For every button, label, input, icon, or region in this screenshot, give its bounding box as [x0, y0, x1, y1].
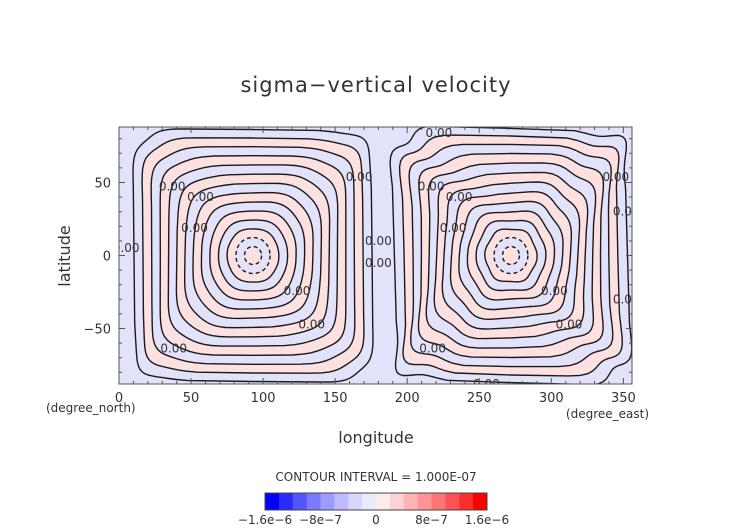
- colorbar-tick-label: 0: [372, 513, 380, 527]
- colorbar-swatch: [431, 493, 446, 510]
- x-tick-label: 50: [183, 391, 200, 406]
- x-axis-label: longitude: [338, 428, 413, 447]
- x-tick-label: 100: [251, 391, 276, 406]
- y-axis-label: latitude: [55, 225, 74, 286]
- plot-area: 0.000.000.000.000.000.000.000.000.000.00…: [113, 126, 640, 391]
- x-tick-label: 350: [611, 391, 636, 406]
- colorbar-swatch: [265, 493, 280, 510]
- colorbar-swatch: [362, 493, 377, 510]
- colorbar-tick-label: 8e−7: [415, 513, 448, 527]
- colorbar-swatch: [376, 493, 391, 510]
- contour-fills: [133, 127, 632, 384]
- contour-zero-label: 0.00: [446, 190, 473, 204]
- x-tick-label: 0: [115, 391, 123, 406]
- contour-zero-label: 0.00: [613, 292, 640, 306]
- colorbar-swatch: [403, 493, 418, 510]
- contour-zero-label: 0.00: [113, 241, 140, 255]
- contour-line: [209, 210, 297, 301]
- colorbar: −1.6e−6 −8e−7 0 8e−7 1.6e−6: [238, 492, 509, 527]
- contour-zero-label: 0.00: [418, 180, 445, 194]
- colorbar-swatch: [306, 493, 321, 510]
- contour-zero-label: 0.00: [426, 126, 453, 140]
- x-axis: 0 50 100 150 200 250 300 350: [115, 127, 636, 406]
- colorbar-swatch: [417, 493, 432, 510]
- contour-zero-label: 0.00: [298, 318, 325, 332]
- contour-zero-label: 0.00: [365, 256, 392, 270]
- contour-lines: [132, 127, 632, 384]
- contour-line: [466, 210, 556, 301]
- y-tick-label: 0: [103, 250, 111, 265]
- colorbar-frame: [264, 492, 488, 511]
- chart-title: sigma−vertical velocity: [240, 73, 511, 97]
- contour-line: [200, 201, 306, 310]
- contour-line: [167, 164, 339, 347]
- contour-line: [217, 219, 289, 292]
- contour-line: [417, 152, 605, 359]
- colorbar-tick-label: 1.6e−6: [465, 513, 509, 527]
- contour-zero-label: 0.00: [181, 221, 208, 235]
- x-tick-label: 150: [323, 391, 348, 406]
- colorbar-swatch: [320, 493, 335, 510]
- contour-line: [449, 190, 573, 321]
- colorbar-swatch: [292, 493, 307, 510]
- contour-line: [132, 128, 374, 383]
- y-axis: −50 0 50: [84, 138, 632, 373]
- contour-line: [389, 127, 632, 384]
- contour-zero-label: 0.00: [365, 234, 392, 248]
- contour-band: [502, 246, 520, 265]
- contour-line: [150, 145, 356, 366]
- contour-line: [226, 228, 280, 283]
- colorbar-swatch: [459, 493, 474, 510]
- x-tick-label: 300: [539, 391, 564, 406]
- colorbar-swatch: [348, 493, 363, 510]
- contour-line: [433, 171, 589, 340]
- y-unit-label: (degree_north): [46, 401, 136, 415]
- contour-zero-label: 0.00: [541, 284, 568, 298]
- contour-line: [184, 182, 323, 329]
- contour-interval-label: CONTOUR INTERVAL = 1.000E-07: [275, 470, 476, 484]
- contour-zero-label: 0.00: [346, 170, 373, 184]
- contour-line: [484, 228, 538, 283]
- contour-line: [408, 143, 614, 368]
- contour-line: [501, 245, 521, 266]
- contour-line: [159, 154, 347, 357]
- colorbar-tick-label: −1.6e−6: [238, 513, 292, 527]
- contour-labels: 0.000.000.000.000.000.000.000.000.000.00…: [113, 126, 640, 391]
- contour-line: [398, 134, 624, 377]
- y-tick-label: 50: [94, 176, 111, 191]
- contour-line: [441, 181, 581, 330]
- contour-line: [493, 236, 529, 275]
- contour-line: [458, 200, 564, 311]
- colorbar-swatch: [473, 493, 488, 510]
- contour-zero-label: 0.00: [160, 342, 187, 356]
- colorbar-swatch: [389, 493, 405, 510]
- contour-zero-label: 0.00: [613, 205, 640, 219]
- contour-zero-label: 0.00: [284, 284, 311, 298]
- contour-line: [243, 245, 263, 266]
- colorbar-swatch: [445, 493, 460, 510]
- contour-line: [175, 173, 331, 338]
- x-tick-label: 200: [395, 391, 420, 406]
- x-tick-label: 250: [467, 391, 492, 406]
- contour-zero-label: 0.00: [187, 190, 214, 204]
- contour-zero-label: 0.00: [556, 318, 583, 332]
- contour-line: [235, 236, 271, 275]
- contour-zero-label: 0.00: [440, 221, 467, 235]
- contour-line: [192, 191, 314, 320]
- contour-band: [244, 246, 262, 265]
- colorbar-tick-label: −8e−7: [299, 513, 342, 527]
- contour-line: [425, 162, 597, 349]
- contour-zero-label: 0.00: [159, 180, 186, 194]
- contour-zero-label: 0.00: [602, 170, 629, 184]
- contour-zero-label: 0.00: [473, 377, 500, 391]
- colorbar-swatch: [334, 493, 349, 510]
- y-tick-label: −50: [84, 323, 111, 338]
- colorbar-swatch: [278, 493, 294, 510]
- contour-zero-label: 0.00: [419, 342, 446, 356]
- contour-line: [475, 219, 547, 292]
- contour-line: [141, 137, 365, 374]
- x-unit-label: (degree_east): [566, 407, 649, 421]
